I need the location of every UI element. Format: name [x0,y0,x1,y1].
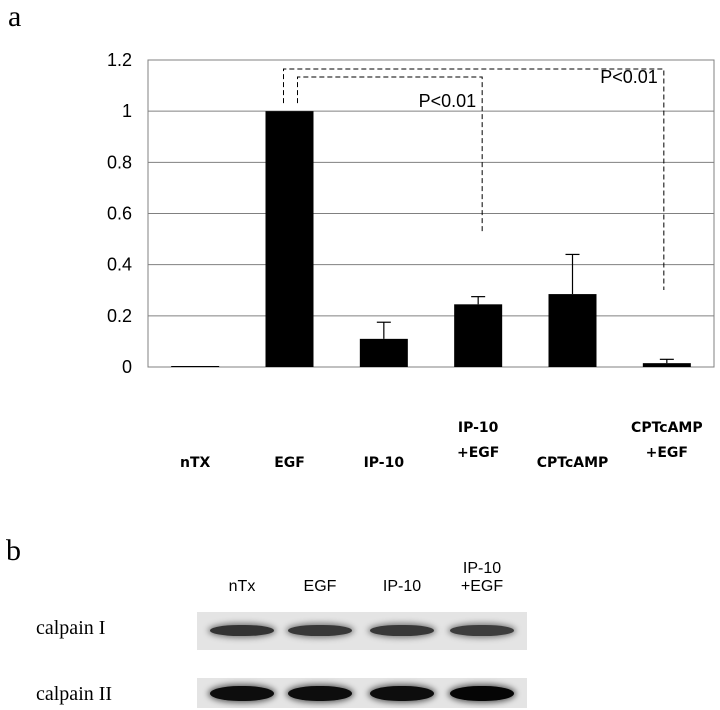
blot-lane-label: nTx [228,578,256,595]
blot-row-label: calpain I [36,617,106,639]
gridlines [147,59,715,368]
category-labels: nTX EGF IP-10 IP-10 +EGF CPTcAMP CPTcAMP +EGF [180,420,703,471]
y-tick-label: 0.8 [107,152,132,172]
x-category-label: CPTcAMP [537,455,609,471]
bar [548,294,597,367]
bars [171,111,691,368]
blot-band [370,686,434,701]
p-value-label: P<0.01 [600,67,658,87]
blot-band [288,686,352,701]
blot-row-label: calpain II [36,683,113,705]
significance-annotations: P<0.01 P<0.01 [283,67,665,290]
y-tick-label: 1.2 [107,50,132,70]
x-category-label: nTX [180,455,211,471]
p-value-label: P<0.01 [419,91,477,111]
panel-a-label: a [8,0,22,33]
bar [642,363,691,367]
blot-band [450,686,514,701]
x-category-label: CPTcAMP [631,420,703,436]
bar [171,366,220,367]
y-tick-label: 1 [122,101,132,121]
y-axis: 0 0.2 0.4 0.6 0.8 1 1.2 [107,50,132,377]
significance-bracket [297,76,483,233]
bar [454,304,503,367]
bar [359,338,408,367]
blot-band [288,625,352,636]
panel-b-label: b [6,534,21,567]
x-category-label: IP-10 [458,420,499,436]
blot-lane-label: IP-10 [382,578,422,595]
blot-lane-label: EGF [303,578,337,595]
x-category-label: +EGF [646,445,688,461]
y-tick-label: 0.2 [107,306,132,326]
blot-band [370,625,434,636]
y-tick-label: 0.6 [107,204,132,224]
x-category-label: +EGF [457,445,499,461]
y-tick-label: 0.4 [107,255,132,275]
bar-chart: 0 0.2 0.4 0.6 0.8 1 1.2 P<0.01 P<0.01 nTX EGF IP-… [107,50,715,471]
significance-bracket [283,68,665,290]
y-tick-label: 0 [122,357,132,377]
bar [265,111,314,368]
blot-lane-label: IP-10 +EGF [460,560,504,596]
x-category-label: EGF [274,455,305,471]
blot-band [210,625,274,636]
blot-band [210,686,274,701]
blot-band [450,625,514,636]
x-category-label: IP-10 [364,455,405,471]
